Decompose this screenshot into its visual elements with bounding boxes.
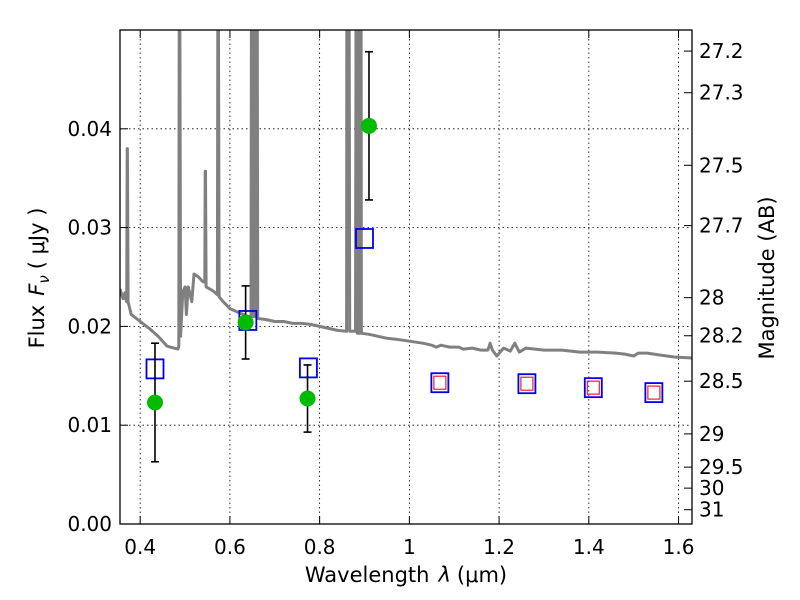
y2-tick-label: 31 [699,498,724,522]
x-tick-label: 1.2 [483,535,515,559]
y2-tick-label: 29.5 [699,455,744,479]
y2-tick-label: 28 [699,286,724,310]
model-photometry-inner-square [647,385,661,400]
y-axis-label-unit: ( μJy ) [25,208,49,270]
x-axis-label-text: Wavelength [305,563,430,587]
observed-data-point [360,117,377,134]
y2-tick-label: 28.5 [699,369,744,393]
x-tick-label: 1.4 [573,535,605,559]
y2-tick-label: 30 [699,476,724,500]
x-tick-label: 1.6 [663,535,695,559]
model-photometry-inner-square [586,380,600,395]
y-tick-label: 0.01 [67,413,112,437]
y-axis-label-subscript: ν [35,275,53,283]
model-photometry-inner-square [520,376,534,391]
model-photometry-square [355,228,374,249]
model-photometry-square [644,382,664,403]
y2-tick-label: 27.7 [699,214,744,238]
y2-tick-label: 27.3 [699,81,744,105]
x-tick-label: 1 [403,535,416,559]
y2-axis-label: Magnitude (AB) [755,196,779,359]
model-photometry-square [430,372,450,394]
x-tick-label: 0.4 [124,535,156,559]
model-photometry-layer [145,228,664,403]
y-axis-ticks: 0.00 0.01 0.02 0.03 0.04 [67,117,128,536]
y-tick-label: 0.02 [67,314,112,338]
x-tick-label: 0.8 [304,535,336,559]
y-tick-label: 0.00 [67,512,112,536]
plot-area [120,30,692,524]
observed-data-point [237,314,254,331]
y-axis-label-text: Flux [25,305,49,349]
observed-photometry-layer [146,50,377,463]
spectrum-layer [120,30,692,360]
model-photometry-inner-square [433,375,447,390]
model-photometry-square [299,357,318,379]
y2-tick-label: 29 [699,422,724,446]
y2-tick-label: 28.2 [699,324,744,348]
y-tick-label: 0.03 [67,216,112,240]
x-axis-label: Wavelength λ (μm) [305,563,507,587]
y2-tick-label: 27.2 [699,39,744,63]
y2-tick-label: 27.5 [699,153,744,177]
x-axis-label-symbol: λ [437,563,450,587]
y-tick-label: 0.04 [67,117,112,141]
model-spectrum-line [120,30,692,360]
x-tick-label: 0.6 [214,535,246,559]
y-axis-label-symbol: F [25,283,49,296]
observed-data-point [299,390,316,407]
x-axis-ticks: 0.4 0.6 0.8 1 1.2 1.4 1.6 [124,30,694,559]
model-photometry-square [517,373,537,395]
y-axis-label: Flux Fν ( μJy ) [25,208,53,349]
plot-frame [119,29,693,525]
observed-data-point [146,394,163,411]
x-axis-label-unit: (μm) [457,563,507,587]
model-photometry-square [583,377,603,399]
